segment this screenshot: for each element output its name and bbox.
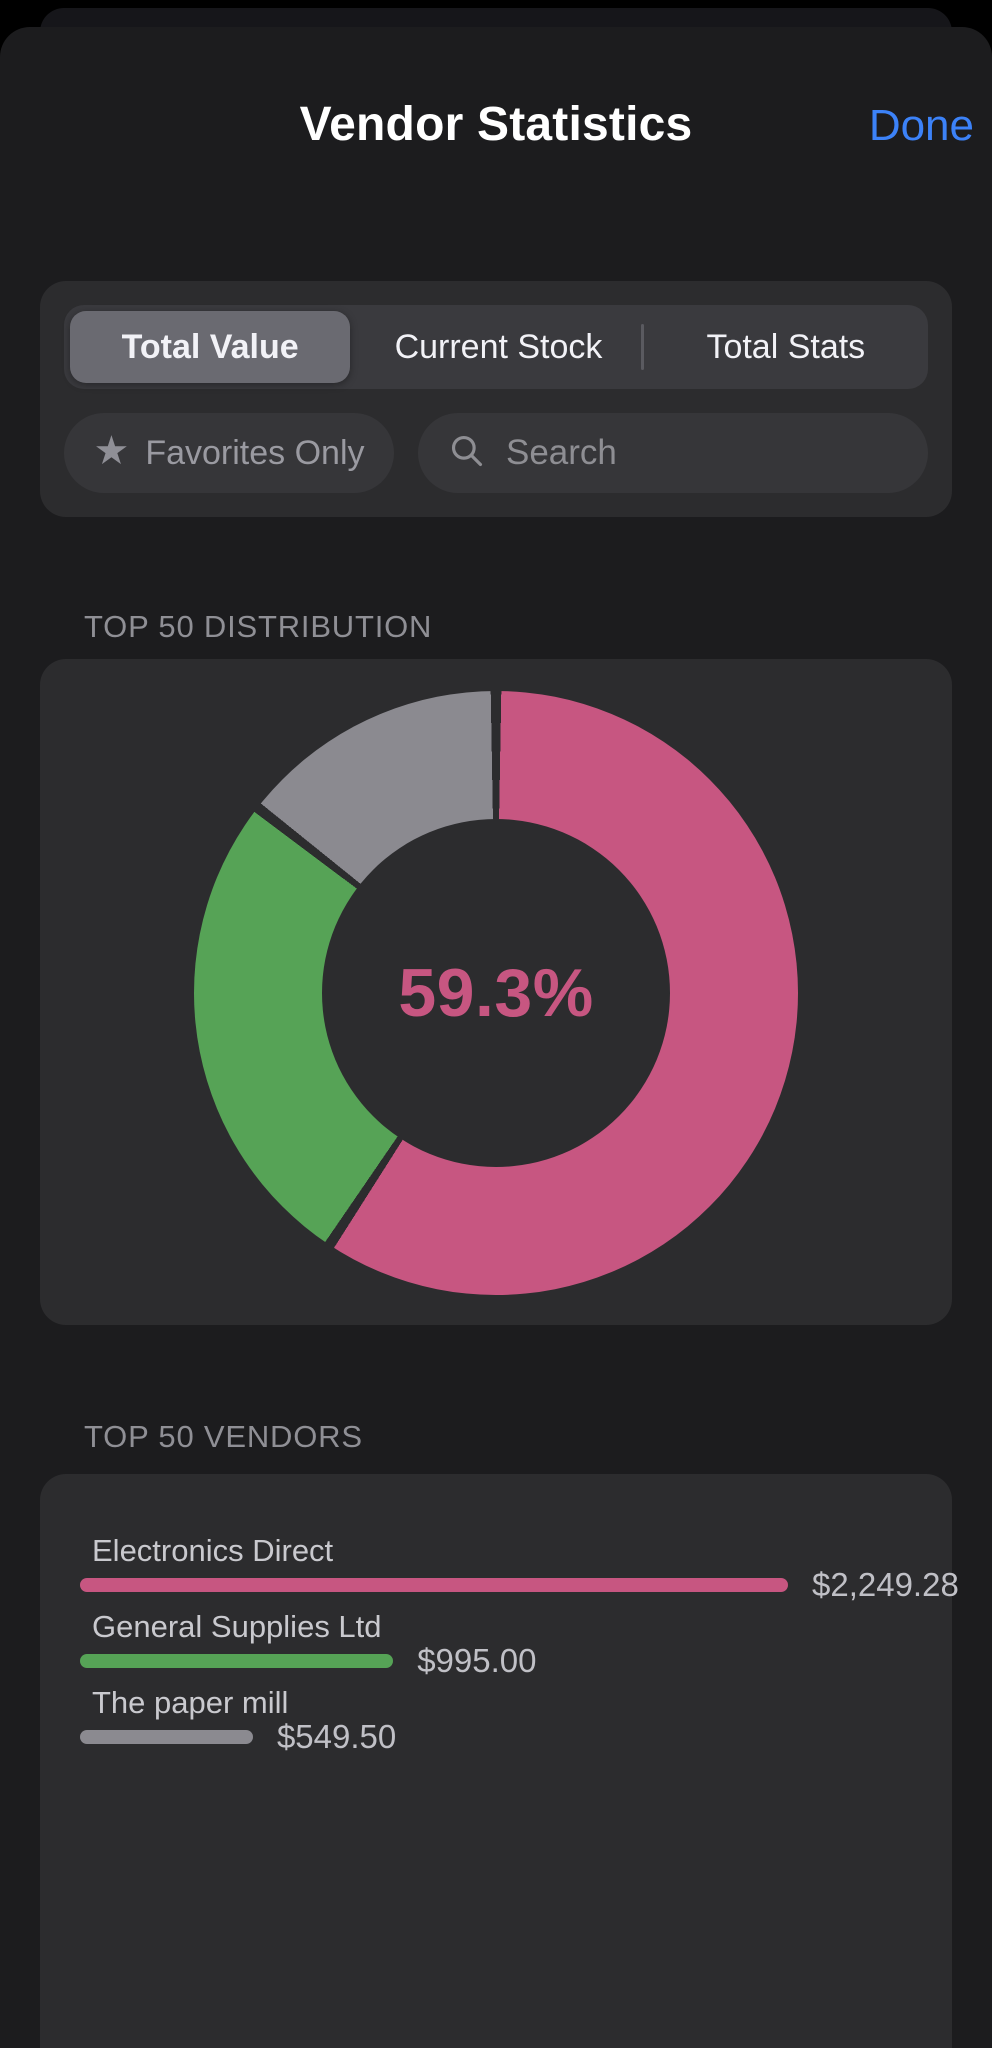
filter-card: Total Value Current Stock Total Stats ★ … bbox=[40, 281, 952, 517]
vendors-bar-chart-card: Electronics Direct $2,249.28 General Suppl… bbox=[40, 1474, 959, 2048]
segmented-control: Total Value Current Stock Total Stats bbox=[64, 305, 928, 389]
search-field[interactable] bbox=[418, 413, 928, 493]
donut-center-label: 59.3% bbox=[398, 955, 594, 1031]
vendor-row: The paper mill $549.50 bbox=[80, 1684, 912, 1755]
vendor-bar bbox=[80, 1654, 394, 1668]
vendor-name: The paper mill bbox=[92, 1685, 289, 1720]
favorites-only-toggle[interactable]: ★ Favorites Only bbox=[64, 413, 394, 493]
vendor-value: $2,249.28 bbox=[812, 1566, 959, 1603]
segment-current-stock[interactable]: Current Stock bbox=[358, 311, 638, 383]
modal-sheet: Vendor Statistics Done Total Value Curre… bbox=[0, 27, 992, 2048]
vendor-value: $995.00 bbox=[417, 1642, 537, 1679]
done-button[interactable]: Done bbox=[863, 101, 980, 151]
vendor-name: Electronics Direct bbox=[92, 1533, 334, 1568]
segment-total-value[interactable]: Total Value bbox=[70, 311, 351, 383]
search-input[interactable] bbox=[504, 432, 918, 474]
distribution-section-header: TOP 50 DISTRIBUTION bbox=[84, 609, 433, 644]
vendor-row: Electronics Direct $2,249.28 bbox=[80, 1532, 959, 1603]
star-icon: ★ bbox=[93, 429, 130, 473]
donut-chart: 59.3% bbox=[194, 691, 798, 1295]
vendor-bar-line: $2,249.28 bbox=[80, 1566, 959, 1603]
filter-row: ★ Favorites Only bbox=[64, 413, 928, 493]
vendor-value: $549.50 bbox=[276, 1718, 397, 1755]
favorites-only-label: Favorites Only bbox=[145, 433, 365, 472]
vendor-bar bbox=[80, 1730, 253, 1744]
segment-divider bbox=[640, 324, 644, 370]
search-icon bbox=[448, 432, 486, 475]
segment-total-stats[interactable]: Total Stats bbox=[646, 311, 926, 383]
vendor-bar-line: $995.00 bbox=[80, 1642, 912, 1679]
vendor-row: General Supplies Ltd $995.00 bbox=[80, 1608, 912, 1679]
vendor-name: General Supplies Ltd bbox=[92, 1609, 382, 1644]
vendor-bar-line: $549.50 bbox=[80, 1718, 912, 1755]
vendors-section-header: TOP 50 VENDORS bbox=[84, 1419, 363, 1454]
vendor-bar bbox=[80, 1578, 788, 1592]
distribution-chart-card: 59.3% bbox=[40, 659, 952, 1325]
page-title: Vendor Statistics bbox=[299, 98, 693, 151]
